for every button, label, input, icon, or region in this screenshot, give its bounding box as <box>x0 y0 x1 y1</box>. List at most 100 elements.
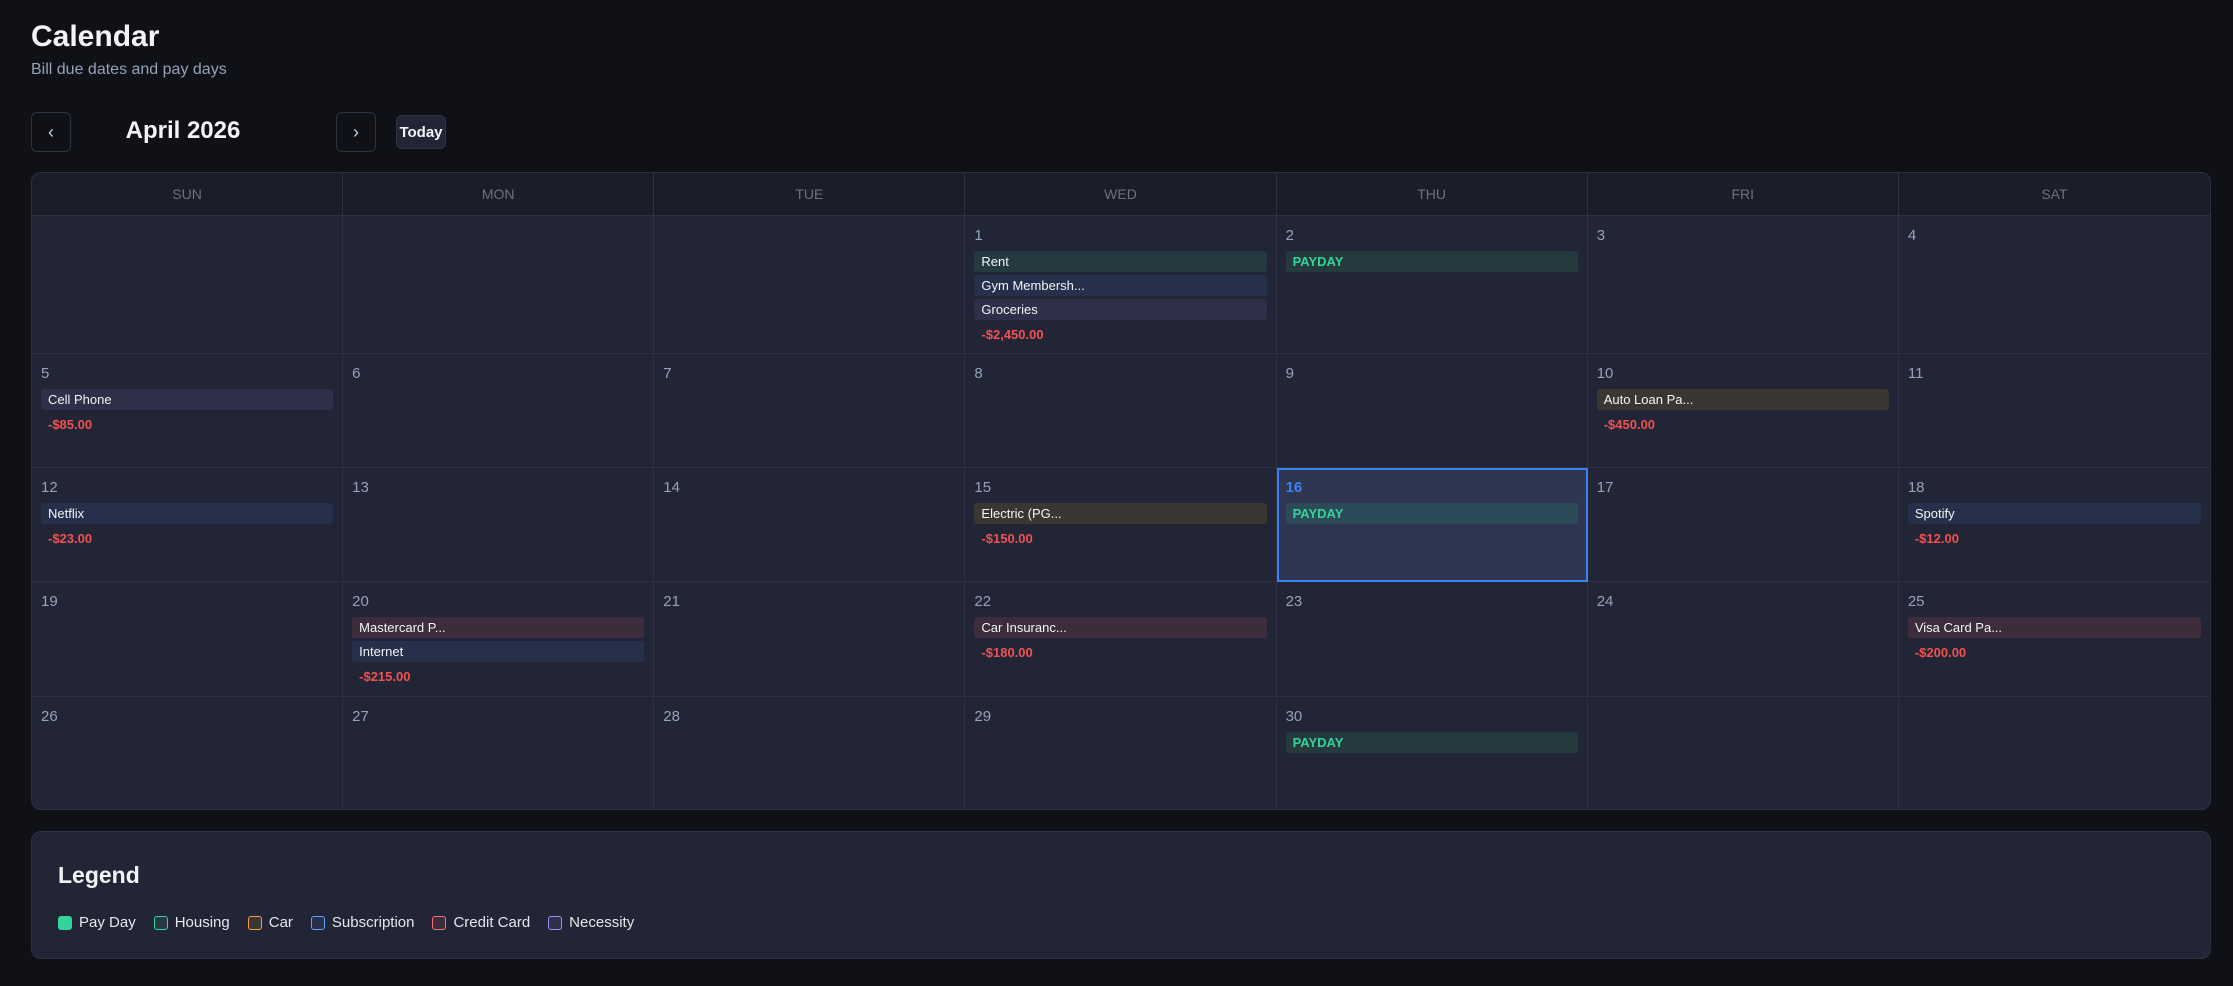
day-cell[interactable]: 29 <box>965 697 1277 809</box>
day-cell[interactable]: 2 PAYDAY <box>1276 216 1588 354</box>
day-number: 9 <box>1285 365 1294 382</box>
day-cell[interactable]: 19 <box>32 582 344 697</box>
bill-event[interactable]: Rent <box>974 251 1267 272</box>
day-cell[interactable]: 10 Auto Loan Pa... -$450.00 <box>1587 354 1899 468</box>
bill-event[interactable]: Mastercard P... <box>352 617 645 638</box>
bill-event[interactable]: Visa Card Pa... <box>1907 617 2201 638</box>
day-total-amount: -$200.00 <box>1914 645 1967 660</box>
day-number: 25 <box>1907 593 1925 610</box>
legend-label: Car <box>268 914 293 931</box>
day-cell[interactable]: 5 Cell Phone -$85.00 <box>32 354 344 468</box>
day-cell[interactable]: 28 <box>654 697 966 809</box>
day-total-amount: -$215.00 <box>359 669 411 684</box>
calendar-days: 1 Rent Gym Membersh... Groceries -$2,450.00 2… <box>32 216 2210 809</box>
legend-label: Housing <box>174 914 230 931</box>
day-cell[interactable]: 11 <box>1898 354 2210 468</box>
bill-event[interactable]: Spotify <box>1907 503 2201 524</box>
legend-label: Pay Day <box>79 914 136 931</box>
day-cell[interactable]: 17 <box>1587 468 1899 582</box>
next-month-button[interactable]: › <box>336 112 376 152</box>
day-cell[interactable]: 16 PAYDAY <box>1276 468 1588 582</box>
payday-event[interactable]: PAYDAY <box>1285 251 1578 272</box>
legend-swatch-icon <box>153 915 168 930</box>
bill-event[interactable]: Gym Membersh... <box>974 275 1267 296</box>
bill-event[interactable]: Car Insuranc... <box>974 617 1267 638</box>
empty-cell <box>32 216 344 354</box>
bill-event[interactable]: Electric (PG... <box>974 503 1267 524</box>
day-cell[interactable]: 24 <box>1587 582 1899 697</box>
day-number: 6 <box>352 365 361 382</box>
bill-event[interactable]: Cell Phone <box>41 389 334 410</box>
weekday-sat: SAT <box>2041 186 2068 202</box>
payday-event[interactable]: PAYDAY <box>1285 732 1578 753</box>
empty-cell <box>343 216 655 354</box>
day-cell[interactable]: 20 Mastercard P... Internet -$215.00 <box>343 582 655 697</box>
day-total-amount: -$23.00 <box>48 531 93 546</box>
day-number: 29 <box>974 708 992 725</box>
day-number: 10 <box>1596 365 1614 382</box>
legend-swatch-icon <box>310 915 325 930</box>
bill-event[interactable]: Internet <box>352 641 645 662</box>
current-month: April 2026 <box>125 117 241 144</box>
day-cell[interactable]: 7 <box>654 354 966 468</box>
legend-items: Pay Day Housing Car Subscription Credit Card… <box>58 914 634 931</box>
legend-item: Housing <box>153 914 230 931</box>
day-cell[interactable]: 12 Netflix -$23.00 <box>32 468 344 582</box>
day-number: 24 <box>1596 593 1614 610</box>
chevron-left-icon: ‹ <box>48 121 54 142</box>
day-number: 7 <box>663 365 672 382</box>
day-number: 15 <box>974 479 992 496</box>
day-number: 11 <box>1907 365 1924 382</box>
legend-panel: Legend Pay Day Housing Car Subscription Cred… <box>31 831 2211 959</box>
payday-event[interactable]: PAYDAY <box>1285 503 1578 524</box>
day-cell[interactable]: 8 <box>965 354 1277 468</box>
today-button[interactable]: Today <box>396 115 446 149</box>
prev-month-button[interactable]: ‹ <box>31 112 71 152</box>
day-cell[interactable]: 3 <box>1587 216 1899 354</box>
day-cell[interactable]: 27 <box>343 697 655 809</box>
day-total-amount: -$2,450.00 <box>981 327 1044 342</box>
day-cell[interactable]: 4 <box>1898 216 2210 354</box>
day-cell[interactable]: 26 <box>32 697 344 809</box>
day-number: 16 <box>1285 479 1303 496</box>
day-cell[interactable]: 25 Visa Card Pa... -$200.00 <box>1898 582 2210 697</box>
day-total-amount: -$12.00 <box>1914 531 1959 546</box>
legend-label: Credit Card <box>453 914 531 931</box>
day-cell[interactable]: 9 <box>1276 354 1588 468</box>
day-cell[interactable]: 18 Spotify -$12.00 <box>1898 468 2210 582</box>
day-cell[interactable]: 21 <box>654 582 966 697</box>
day-total-amount: -$180.00 <box>981 645 1033 660</box>
day-number: 19 <box>41 593 58 610</box>
bill-event[interactable]: Groceries <box>974 299 1267 320</box>
chevron-right-icon: › <box>353 121 359 142</box>
bill-event[interactable]: Auto Loan Pa... <box>1596 389 1889 410</box>
day-cell[interactable]: 6 <box>343 354 655 468</box>
day-total-amount: -$450.00 <box>1603 417 1656 432</box>
empty-cell <box>1588 697 1899 809</box>
legend-item: Car <box>247 914 293 931</box>
day-number: 14 <box>663 479 680 496</box>
day-number: 13 <box>352 479 369 496</box>
day-cell[interactable]: 1 Rent Gym Membersh... Groceries -$2,450.00 <box>965 216 1277 354</box>
day-cell[interactable]: 30 PAYDAY <box>1277 697 1588 809</box>
page-title: Calendar <box>31 20 160 53</box>
day-number: 8 <box>974 365 983 382</box>
day-cell[interactable]: 13 <box>343 468 655 582</box>
day-cell[interactable]: 15 Electric (PG... -$150.00 <box>965 468 1277 582</box>
day-number: 30 <box>1285 708 1303 725</box>
day-cell[interactable]: 14 <box>654 468 966 582</box>
weekday-fri: FRI <box>1588 173 1899 215</box>
calendar-grid: SUN MON TUE WED THU FRI SAT 1 Rent Gym Membersh.… <box>31 172 2211 810</box>
bill-event[interactable]: Netflix <box>41 503 334 524</box>
day-number: 3 <box>1596 227 1606 244</box>
legend-swatch-icon <box>432 915 447 930</box>
day-cell[interactable]: 22 Car Insuranc... -$180.00 <box>965 582 1277 697</box>
day-number: 27 <box>352 708 369 725</box>
page-subtitle: Bill due dates and pay days <box>31 61 227 78</box>
day-total-amount: -$150.00 <box>981 531 1033 546</box>
weekday-mon: MON <box>343 173 655 215</box>
day-cell[interactable]: 23 <box>1276 582 1588 697</box>
weekday-sun: SUN <box>32 173 344 215</box>
legend-item: Subscription <box>310 914 414 931</box>
legend-label: Necessity <box>569 914 635 931</box>
